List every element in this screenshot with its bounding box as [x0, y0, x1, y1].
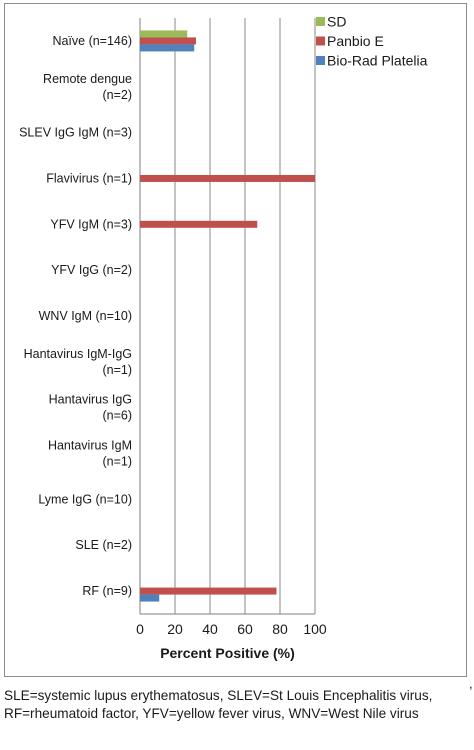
- legend-swatch-1: [316, 36, 325, 46]
- x-axis-title: Percent Positive (%): [160, 645, 295, 661]
- category-label-5: YFV IgG (n=2): [51, 263, 132, 277]
- x-tick-label-40: 40: [202, 621, 218, 637]
- category-label-11: SLE (n=2): [75, 538, 132, 552]
- bar-panbio-e-0: [140, 37, 196, 45]
- bar-panbio-e-4: [140, 220, 258, 228]
- legend-swatch-0: [316, 17, 325, 26]
- category-label-6: WNV IgM (n=10): [39, 309, 132, 323]
- bar-panbio-e-12: [140, 587, 277, 595]
- legend-label-0: SD: [327, 14, 346, 30]
- category-label-0: Naïve (n=146): [52, 34, 132, 48]
- x-tick-label-20: 20: [167, 621, 183, 637]
- category-label-7: Hantavirus IgM-IgG (n=1): [24, 347, 132, 377]
- bar-sd-0: [140, 30, 188, 38]
- category-label-4: YFV IgM (n=3): [50, 217, 132, 231]
- category-label-8: Hantavirus IgG (n=6): [49, 393, 132, 423]
- bar-panbio-e-3: [140, 174, 315, 182]
- footnote: SLE=systemic lupus erythematosus, SLEV=S…: [4, 688, 433, 721]
- category-label-10: Lyme IgG (n=10): [38, 492, 132, 506]
- x-tick-label-60: 60: [237, 621, 253, 637]
- bar-bio-rad-platelia-12: [140, 594, 160, 602]
- x-tick-label-0: 0: [136, 621, 144, 637]
- x-tick-label-80: 80: [272, 621, 288, 637]
- bar-chart: 0 20 40 60 80 100 Percent Positive (%) Naïve (n…: [19, 14, 428, 662]
- category-label-12: RF (n=9): [82, 584, 132, 598]
- category-label-1: Remote dengue (n=2): [43, 72, 132, 102]
- legend-label-1: Panbio E: [327, 33, 384, 49]
- legend-swatch-2: [316, 56, 325, 65]
- x-tick-label-100: 100: [303, 621, 327, 637]
- legend-label-2: Bio-Rad Platelia: [327, 53, 428, 69]
- chart-frame: 0 20 40 60 80 100 Percent Positive (%) Naïve (n…: [4, 3, 467, 677]
- category-label-3: Flavivirus (n=1): [46, 171, 132, 185]
- bar-bio-rad-platelia-0: [140, 44, 195, 52]
- category-label-9: Hantavirus IgM (n=1): [48, 439, 132, 469]
- trailing-comma: ,: [469, 676, 473, 691]
- category-label-2: SLEV IgG IgM (n=3): [19, 126, 132, 140]
